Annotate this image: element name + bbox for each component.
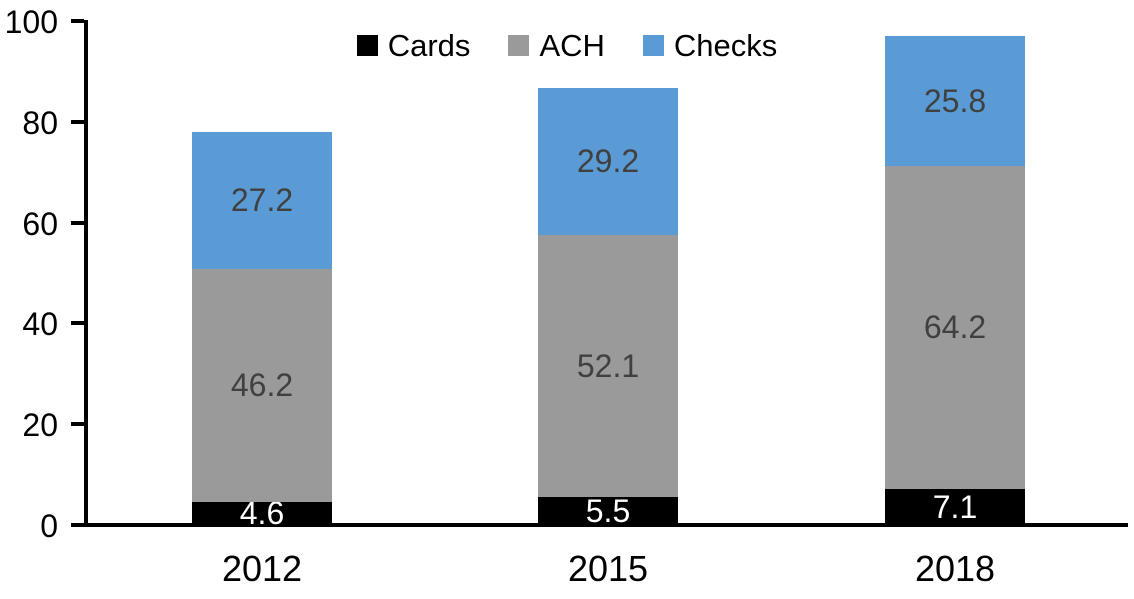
segment-data-label: 4.6 bbox=[239, 495, 285, 532]
legend-swatch-icon bbox=[642, 35, 664, 56]
bar-segment-cards-2015: 5.5 bbox=[538, 493, 678, 530]
legend-label: ACH bbox=[539, 28, 605, 63]
legend-label: Cards bbox=[387, 28, 471, 63]
segment-data-label: 5.5 bbox=[585, 493, 631, 530]
y-axis-tick-label: 40 bbox=[22, 306, 58, 343]
segment-data-label: 7.1 bbox=[932, 489, 978, 526]
segment-data-label: 52.1 bbox=[576, 347, 640, 384]
legend-label: Checks bbox=[673, 28, 778, 63]
legend-swatch-icon bbox=[356, 35, 378, 56]
segment-data-label: 29.2 bbox=[576, 143, 640, 180]
legend-item-ach: ACH bbox=[508, 28, 605, 63]
y-axis-tick-label: 20 bbox=[22, 407, 58, 444]
y-axis-tick bbox=[71, 220, 84, 225]
legend-item-checks: Checks bbox=[642, 28, 778, 63]
bar-segment-cards-2018: 7.1 bbox=[885, 489, 1025, 525]
y-axis-tick-label: 60 bbox=[22, 205, 58, 242]
y-axis-tick-label: 100 bbox=[4, 4, 58, 40]
x-axis-category-label: 2012 bbox=[221, 548, 303, 589]
segment-data-label: 27.2 bbox=[230, 182, 294, 219]
bar-segment-cards-2012: 4.6 bbox=[192, 497, 332, 529]
legend-item-cards: Cards bbox=[356, 28, 471, 63]
bar-segment-checks-2012: 27.2 bbox=[192, 131, 332, 269]
segment-data-label: 46.2 bbox=[230, 367, 294, 404]
bar-segment-ach-2012: 46.2 bbox=[192, 268, 332, 502]
y-axis-tick bbox=[71, 321, 84, 326]
legend-swatch-icon bbox=[508, 35, 530, 56]
y-axis-tick-label: 0 bbox=[40, 508, 58, 544]
x-axis-category-label: 2015 bbox=[567, 548, 649, 589]
y-axis-tick bbox=[71, 523, 84, 527]
bar-segment-checks-2018: 25.8 bbox=[885, 35, 1025, 166]
y-axis-tick bbox=[71, 422, 84, 427]
y-axis-line bbox=[84, 20, 88, 527]
y-axis-tick-label: 80 bbox=[22, 104, 58, 141]
bar-segment-ach-2015: 52.1 bbox=[538, 234, 678, 498]
y-axis-tick bbox=[71, 19, 84, 23]
bar-segment-checks-2015: 29.2 bbox=[538, 87, 678, 235]
segment-data-label: 25.8 bbox=[923, 82, 987, 119]
bar-segment-ach-2018: 64.2 bbox=[885, 165, 1025, 490]
segment-data-label: 64.2 bbox=[923, 309, 987, 346]
x-axis-category-label: 2018 bbox=[914, 548, 996, 589]
y-axis-tick bbox=[71, 119, 84, 124]
x-axis-line bbox=[84, 523, 1128, 527]
